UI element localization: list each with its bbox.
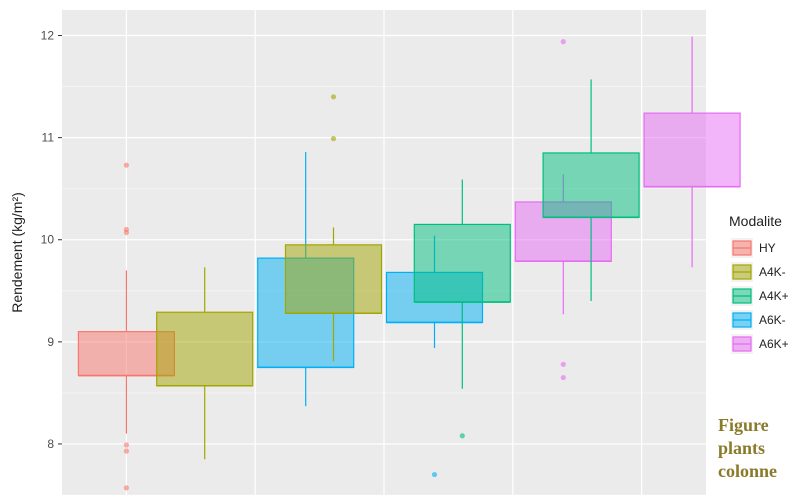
outlier-point xyxy=(560,374,566,381)
y-axis-label: Rendement (kg/m²) xyxy=(9,192,25,313)
outlier-point xyxy=(123,162,129,168)
outlier-point xyxy=(330,94,337,100)
caption-line: colonne xyxy=(718,461,778,481)
box-A4K+ xyxy=(413,223,511,303)
outlier-point xyxy=(123,448,129,454)
legend-label: A6K+ xyxy=(759,337,789,351)
y-tick-label: 11 xyxy=(42,131,55,145)
outlier-point xyxy=(123,229,129,236)
y-tick-label: 8 xyxy=(47,437,54,451)
legend-label: A4K+ xyxy=(759,289,789,303)
legend-title: Modalite xyxy=(729,213,782,229)
outlier-point xyxy=(560,39,566,45)
outlier-point xyxy=(560,361,566,367)
figure-caption: Figure plants colonne xyxy=(718,414,792,483)
y-tick-label: 12 xyxy=(41,29,55,43)
y-tick-label: 9 xyxy=(47,335,54,349)
legend-label: A6K- xyxy=(759,313,786,327)
y-tick-label: 10 xyxy=(41,233,55,247)
legend-label: HY xyxy=(759,241,776,255)
box-A4K+ xyxy=(542,152,640,218)
outlier-point xyxy=(431,471,438,478)
box-A6K+ xyxy=(643,112,741,188)
box-A4K- xyxy=(156,311,254,387)
legend-label: A4K- xyxy=(759,265,786,279)
caption-line: Figure xyxy=(718,415,769,435)
outlier-point xyxy=(123,485,129,491)
caption-line: plants xyxy=(718,438,766,458)
outlier-point xyxy=(330,136,337,142)
box-A4K- xyxy=(284,244,383,314)
outlier-point xyxy=(123,442,129,448)
outlier-point xyxy=(459,433,465,439)
